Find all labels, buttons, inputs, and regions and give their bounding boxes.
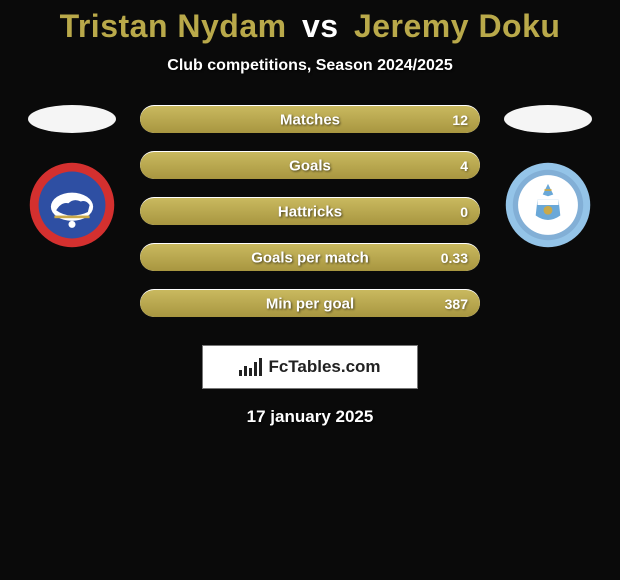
stat-label: Hattricks [140,203,480,220]
vs-label: vs [302,8,339,44]
stat-bar: Goals per match0.33 [140,243,480,271]
stat-value-right: 0 [460,204,468,220]
branding-text: FcTables.com [268,357,380,377]
subtitle: Club competitions, Season 2024/2025 [0,57,620,75]
stat-value-right: 12 [452,112,468,128]
right-side [498,105,598,249]
branding-box[interactable]: FcTables.com [202,345,418,389]
stats-list: Matches12 Goals4 Hattricks0 Goals per match… [140,105,480,317]
stat-label: Min per goal [140,295,480,312]
stat-label: Goals [140,157,480,174]
comparison-card: Tristan Nydam vs Jeremy Doku Club compet… [0,0,620,427]
stat-bar: Goals4 [140,151,480,179]
content-row: Matches12 Goals4 Hattricks0 Goals per match… [0,105,620,317]
chart-icon [239,358,262,376]
page-title: Tristan Nydam vs Jeremy Doku [0,8,620,45]
player1-avatar [28,105,116,133]
player2-avatar [504,105,592,133]
stat-bar: Min per goal387 [140,289,480,317]
stat-value-right: 4 [460,158,468,174]
stat-value-right: 0.33 [441,250,468,266]
stat-label: Matches [140,111,480,128]
stat-label: Goals per match [140,249,480,266]
club-left-crest [28,161,116,249]
stat-bar: Hattricks0 [140,197,480,225]
stat-bar: Matches12 [140,105,480,133]
left-side [22,105,122,249]
club-right-crest [504,161,592,249]
player1-name: Tristan Nydam [60,8,287,44]
player2-name: Jeremy Doku [354,8,560,44]
stat-value-right: 387 [445,296,468,312]
date-label: 17 january 2025 [0,407,620,427]
